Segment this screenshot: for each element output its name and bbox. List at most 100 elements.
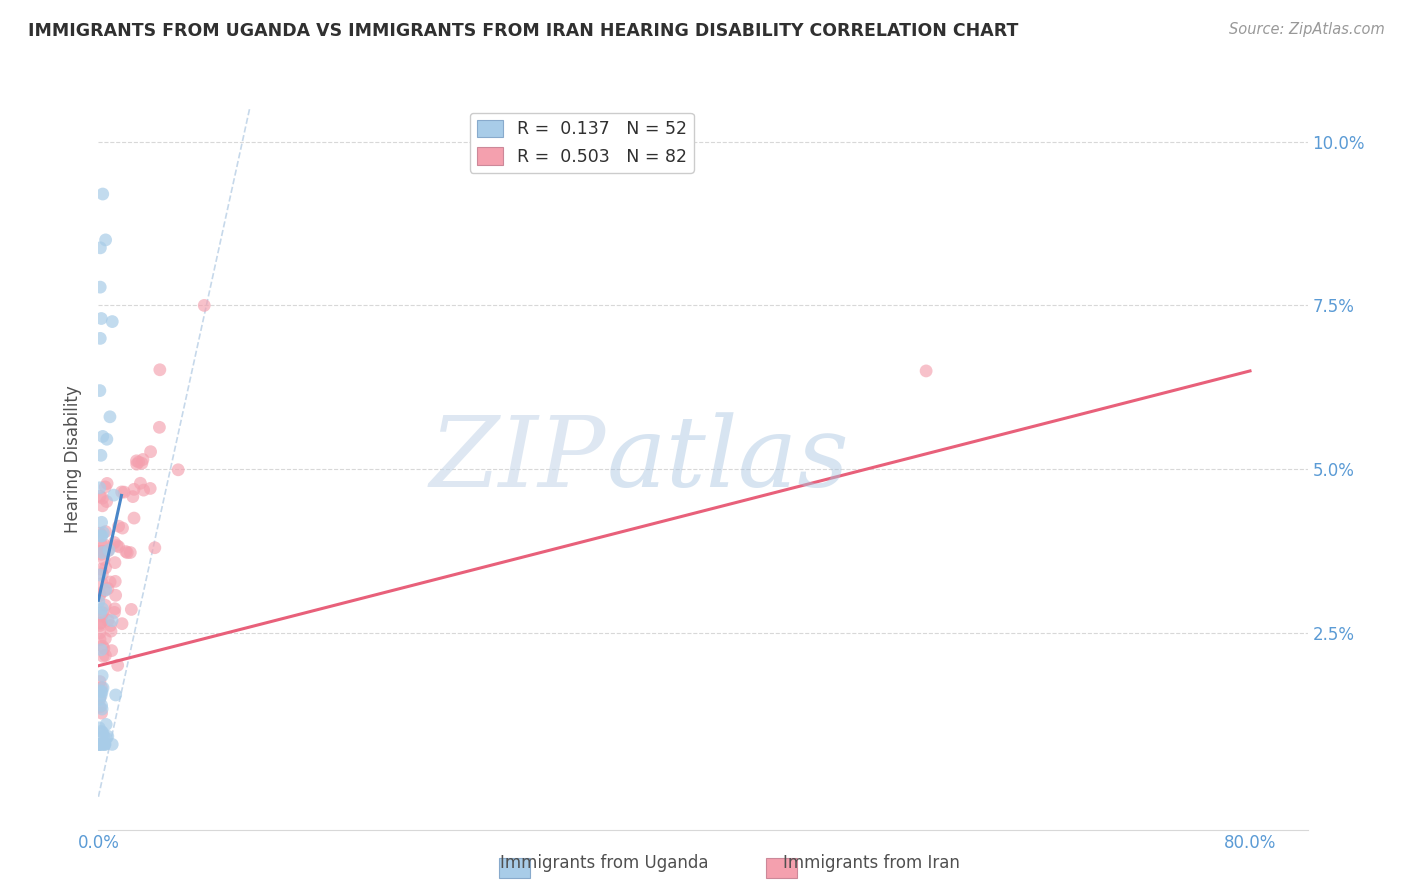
- Point: [89, 241, 111, 255]
- Point: [125, 454, 148, 468]
- Point: [131, 456, 153, 470]
- Point: [111, 616, 134, 631]
- Point: [96, 731, 118, 746]
- Point: [122, 483, 145, 497]
- Point: [96, 494, 118, 508]
- Text: Immigrants from Uganda: Immigrants from Uganda: [501, 855, 709, 872]
- Point: [91, 429, 114, 443]
- Point: [89, 280, 111, 294]
- Point: [89, 721, 111, 735]
- Point: [97, 729, 120, 743]
- Point: [97, 543, 120, 558]
- Point: [103, 488, 125, 502]
- Point: [90, 724, 112, 739]
- Point: [90, 698, 112, 713]
- Point: [90, 642, 112, 657]
- Point: [94, 738, 117, 752]
- Point: [104, 556, 127, 570]
- Point: [90, 547, 112, 561]
- Point: [89, 384, 111, 398]
- Point: [93, 538, 115, 552]
- Point: [90, 529, 112, 543]
- Point: [139, 444, 162, 458]
- Point: [89, 587, 111, 601]
- Point: [101, 738, 124, 752]
- Point: [143, 541, 166, 555]
- Point: [104, 588, 127, 602]
- Point: [89, 489, 111, 503]
- Point: [149, 363, 172, 377]
- Point: [91, 566, 114, 581]
- Point: [94, 233, 117, 247]
- Point: [104, 601, 127, 615]
- Point: [97, 582, 120, 596]
- Point: [128, 455, 150, 469]
- Point: [132, 452, 155, 467]
- Point: [122, 511, 145, 525]
- Point: [87, 738, 110, 752]
- Point: [90, 615, 112, 630]
- Point: [91, 544, 114, 558]
- Point: [94, 599, 117, 613]
- Point: [91, 601, 114, 615]
- Point: [105, 539, 128, 553]
- Point: [90, 738, 112, 752]
- Point: [94, 738, 117, 752]
- Point: [91, 545, 114, 559]
- Point: [111, 485, 134, 500]
- Point: [90, 738, 112, 752]
- Point: [91, 499, 114, 513]
- Point: [94, 632, 117, 646]
- Point: [132, 483, 155, 497]
- Point: [94, 648, 117, 663]
- Point: [139, 482, 162, 496]
- Point: [107, 540, 129, 554]
- Point: [90, 606, 112, 620]
- Point: [98, 574, 121, 589]
- Point: [90, 684, 112, 698]
- Point: [89, 616, 111, 631]
- Point: [91, 187, 114, 202]
- Point: [107, 658, 129, 673]
- Point: [101, 614, 124, 628]
- Point: [93, 552, 115, 566]
- Point: [94, 560, 117, 574]
- Text: atlas: atlas: [606, 412, 849, 507]
- Point: [91, 491, 114, 505]
- Point: [91, 649, 114, 664]
- Point: [91, 606, 114, 620]
- Point: [90, 706, 112, 720]
- Point: [96, 432, 118, 446]
- Point: [104, 574, 127, 589]
- Point: [87, 595, 110, 609]
- Point: [96, 717, 118, 731]
- Point: [120, 545, 142, 559]
- Point: [90, 448, 112, 462]
- Legend: R =  0.137   N = 52, R =  0.503   N = 82: R = 0.137 N = 52, R = 0.503 N = 82: [470, 112, 693, 173]
- Point: [100, 643, 122, 657]
- Point: [90, 538, 112, 552]
- Point: [90, 681, 112, 695]
- Point: [112, 485, 135, 500]
- Point: [89, 690, 111, 705]
- Point: [94, 480, 117, 494]
- Point: [121, 490, 143, 504]
- Point: [94, 582, 117, 597]
- Point: [120, 602, 142, 616]
- Point: [89, 700, 111, 714]
- Point: [90, 685, 112, 699]
- Point: [107, 519, 129, 533]
- Point: [91, 639, 114, 653]
- Point: [91, 608, 114, 623]
- Point: [91, 576, 114, 591]
- Point: [89, 589, 111, 603]
- Point: [104, 688, 127, 702]
- Point: [89, 481, 111, 495]
- Point: [167, 463, 190, 477]
- Point: [89, 526, 111, 541]
- Point: [93, 641, 115, 656]
- Point: [115, 544, 138, 558]
- Point: [89, 692, 111, 706]
- Text: ZIP: ZIP: [430, 412, 606, 507]
- Text: IMMIGRANTS FROM UGANDA VS IMMIGRANTS FROM IRAN HEARING DISABILITY CORRELATION CH: IMMIGRANTS FROM UGANDA VS IMMIGRANTS FRO…: [28, 22, 1018, 40]
